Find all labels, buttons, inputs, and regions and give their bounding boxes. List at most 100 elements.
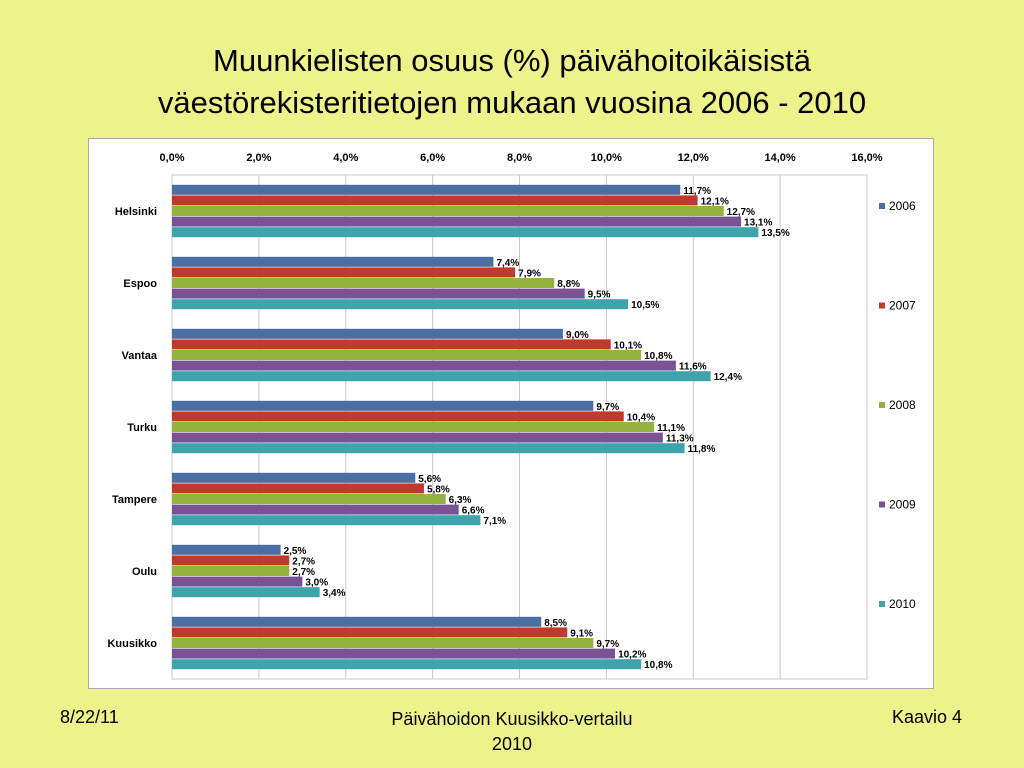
data-label: 8,5% (544, 618, 567, 629)
bar (172, 256, 494, 267)
x-tick-label: 16,0% (851, 152, 882, 164)
bar (172, 515, 481, 526)
slide-title: Muunkielisten osuus (%) päivähoitoikäisi… (0, 40, 1024, 124)
data-label: 9,7% (596, 402, 619, 413)
bar (172, 411, 624, 422)
category-label: Helsinki (115, 206, 157, 218)
data-label: 12,1% (701, 196, 729, 207)
data-label: 12,7% (727, 207, 755, 218)
data-label: 10,8% (644, 660, 672, 671)
bar (172, 555, 290, 566)
data-label: 6,6% (462, 506, 485, 517)
data-label: 12,4% (714, 372, 742, 383)
data-label: 9,0% (566, 330, 589, 341)
data-label: 9,7% (596, 639, 619, 650)
legend-swatch (879, 501, 885, 508)
bar-chart: 0,0% 2,0% 4,0% 6,0% 8,0% 10,0% 12,0% 14,0% 16,0%… (107, 152, 916, 680)
bar (172, 504, 459, 515)
bar (172, 483, 424, 494)
data-label: 2,7% (292, 567, 315, 578)
category-label: Vantaa (122, 350, 158, 362)
data-label: 8,8% (557, 279, 580, 290)
category-label: Tampere (112, 494, 157, 506)
data-label: 9,5% (588, 290, 611, 301)
title-line-2: väestörekisteritietojen mukaan vuosina 2… (157, 85, 867, 120)
bar (172, 566, 290, 576)
bar (172, 638, 594, 648)
legend-label: 2010 (889, 597, 916, 611)
bar (172, 648, 616, 659)
data-label: 2,7% (292, 556, 315, 567)
data-label: 9,1% (570, 628, 593, 639)
legend-label: 2009 (889, 498, 916, 512)
bar (172, 339, 611, 350)
bar (172, 267, 516, 278)
x-tick-label: 2,0% (246, 152, 271, 164)
data-label: 3,4% (323, 588, 346, 599)
bar (172, 587, 320, 598)
bar (172, 616, 542, 627)
data-label: 10,5% (631, 300, 659, 311)
footer-page-number: Kaavio 4 (891, 707, 962, 727)
bar (172, 328, 563, 339)
x-tick-label: 14,0% (765, 152, 796, 164)
data-label: 10,4% (627, 412, 655, 423)
data-label: 7,4% (496, 258, 519, 269)
x-tick-label: 12,0% (678, 152, 709, 164)
footer-center-line-2: 2010 (491, 734, 533, 754)
data-label: 11,1% (657, 423, 685, 434)
chart-frame: 0,0% 2,0% 4,0% 6,0% 8,0% 10,0% 12,0% 14,0% 16,0%… (88, 138, 934, 689)
bar (172, 216, 742, 227)
data-label: 11,7% (683, 186, 711, 197)
data-label: 11,3% (666, 434, 694, 445)
bar (172, 195, 698, 206)
data-label: 11,6% (679, 362, 707, 373)
data-label: 5,8% (427, 484, 450, 495)
bar (172, 400, 594, 411)
data-label: 11,8% (688, 444, 716, 455)
data-label: 3,0% (305, 578, 328, 589)
bar (172, 184, 681, 195)
x-tick-label: 8,0% (507, 152, 532, 164)
legend-label: 2006 (889, 199, 916, 213)
data-label: 6,3% (449, 495, 472, 506)
bar (172, 278, 555, 288)
data-label: 7,1% (483, 516, 506, 527)
x-tick-label: 4,0% (333, 152, 358, 164)
x-tick-label: 0,0% (159, 152, 184, 164)
data-label: 13,1% (744, 218, 772, 229)
legend-swatch (879, 601, 885, 607)
x-tick-label: 6,0% (420, 152, 445, 164)
bar (172, 576, 303, 587)
bar (172, 627, 568, 638)
data-label: 2,5% (284, 546, 307, 557)
data-label: 7,9% (518, 268, 541, 279)
footer-center-line-1: Päivähoidon Kuusikko-vertailu (391, 709, 633, 729)
category-label: Oulu (132, 566, 157, 578)
legend-swatch (879, 203, 885, 209)
category-label: Espoo (123, 278, 157, 290)
bar (172, 288, 585, 299)
data-label: 10,2% (618, 650, 646, 661)
bar (172, 371, 711, 382)
category-label: Kuusikko (107, 638, 157, 650)
category-label: Turku (127, 422, 157, 434)
bar (172, 659, 642, 670)
legend-swatch (879, 302, 885, 309)
bar (172, 422, 655, 432)
data-label: 10,1% (614, 340, 642, 351)
bar (172, 360, 676, 371)
bar (172, 299, 629, 310)
legend-label: 2007 (889, 299, 916, 313)
title-line-1: Muunkielisten osuus (%) päivähoitoikäisi… (213, 43, 811, 78)
data-label: 10,8% (644, 351, 672, 362)
bar (172, 443, 685, 454)
bar (172, 472, 416, 483)
bar (172, 227, 759, 238)
data-label: 5,6% (418, 474, 441, 485)
x-tick-label: 10,0% (591, 152, 622, 164)
footer-center: Päivähoidon Kuusikko-vertailu 2010 (362, 707, 662, 757)
bar (172, 206, 724, 216)
footer-date: 8/22/11 (60, 707, 119, 727)
bar (172, 350, 642, 360)
